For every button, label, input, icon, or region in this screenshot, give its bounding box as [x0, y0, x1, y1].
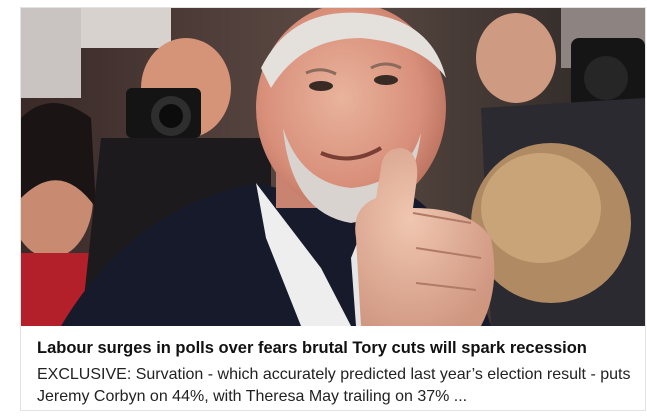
article-summary[interactable]: EXCLUSIVE: Survation - which accurately … [37, 366, 631, 405]
article-photo[interactable] [21, 8, 645, 326]
news-card[interactable]: Labour surges in polls over fears brutal… [20, 7, 646, 411]
article-headline[interactable]: Labour surges in polls over fears brutal… [37, 339, 587, 357]
article-caption: Labour surges in polls over fears brutal… [21, 326, 645, 410]
